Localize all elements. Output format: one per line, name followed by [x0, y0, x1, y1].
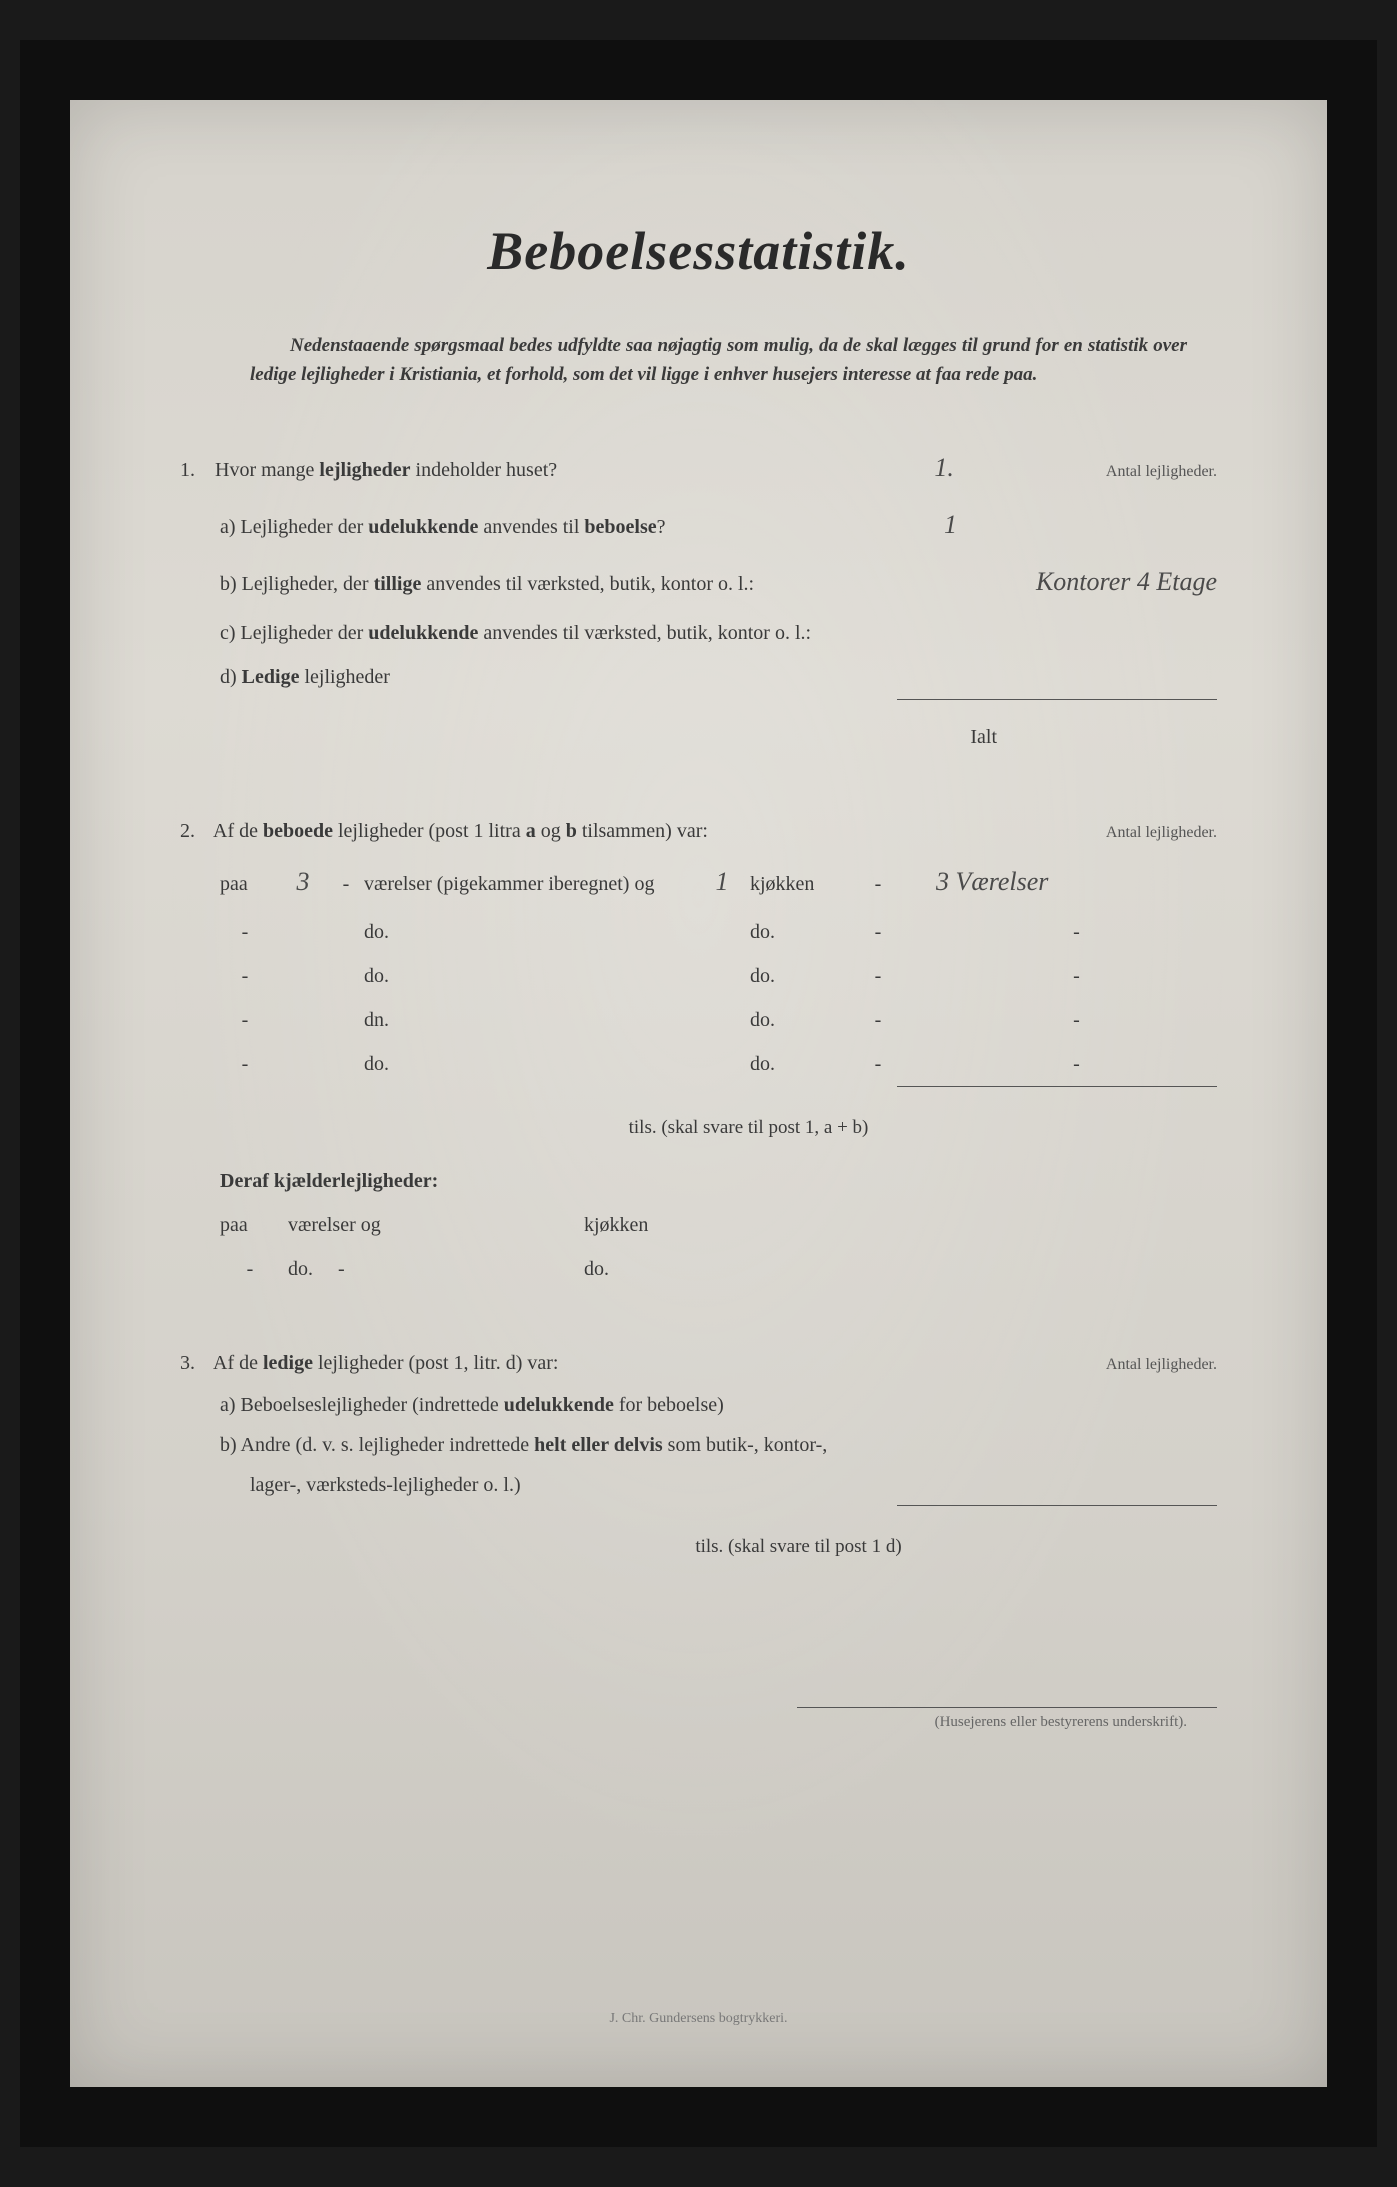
- q2-number: 2.: [180, 809, 195, 853]
- q2-tils: tils. (skal svare til post 1, a + b): [180, 1107, 1217, 1149]
- q2-do-row: -dn.do.--: [220, 998, 1217, 1042]
- q1-a-answer: 1: [944, 496, 957, 553]
- q1-number: 1.: [180, 448, 195, 492]
- q2-row-1: paa 3 - værelser (pigekammer iberegnet) …: [220, 853, 1217, 910]
- q2-do-row: -do.do.--: [220, 1042, 1217, 1086]
- q2-do-row: -do.do.--: [220, 910, 1217, 954]
- printer-credit: J. Chr. Gundersens bogtrykkeri.: [180, 2011, 1217, 2027]
- q3-b-line2: lager-, værksteds-lejligheder o. l.): [250, 1465, 1217, 1505]
- q1-text: Hvor mange lejligheder indeholder huset?: [215, 448, 557, 492]
- q2-text: Af de beboede lejligheder (post 1 litra …: [213, 809, 708, 853]
- question-1: 1. Hvor mange lejligheder indeholder hus…: [180, 439, 1217, 759]
- q3-b: b) Andre (d. v. s. lejligheder indretted…: [220, 1425, 1217, 1465]
- q2-row1-kitchen: 1: [702, 853, 742, 910]
- signature-label: (Husejerens eller bestyrerens underskrif…: [180, 1714, 1217, 1731]
- intro-paragraph: Nedenstaaende spørgsmaal bedes udfyldte …: [250, 332, 1187, 389]
- q2-rule: [897, 1086, 1217, 1087]
- q1-answer: 1.: [934, 439, 954, 496]
- q2-antal-label: Antal lejligheder.: [1106, 815, 1217, 850]
- q3-rule: [897, 1505, 1217, 1506]
- q2-row1-rooms: 3: [278, 853, 328, 910]
- q3-antal-label: Antal lejligheder.: [1106, 1347, 1217, 1382]
- signature-rule: [797, 1707, 1217, 1708]
- question-3: 3. Af de ledige lejligheder (post 1, lit…: [180, 1341, 1217, 1568]
- q2-row1-note: 3 Værelser: [906, 853, 1217, 910]
- q1-a: a) Lejligheder der udelukkende anvendes …: [220, 496, 1217, 553]
- q1-c: c) Lejligheder der udelukkende anvendes …: [220, 611, 1217, 655]
- q3-tils: tils. (skal svare til post 1 d): [180, 1526, 1217, 1568]
- q1-d: d) Ledige lejligheder: [220, 655, 1217, 699]
- q1-rule: [897, 699, 1217, 700]
- q1-b-answer: Kontorer 4 Etage: [1036, 553, 1217, 610]
- document-page: Beboelsesstatistik. Nedenstaaende spørgs…: [70, 100, 1327, 2087]
- q3-text: Af de ledige lejligheder (post 1, litr. …: [213, 1341, 558, 1385]
- q1-b: b) Lejligheder, der tillige anvendes til…: [220, 553, 1217, 610]
- q2-deraf: Deraf kjælderlejligheder:: [220, 1159, 1217, 1203]
- q3-number: 3.: [180, 1341, 195, 1385]
- question-2: 2. Af de beboede lejligheder (post 1 lit…: [180, 809, 1217, 1291]
- page-title: Beboelsesstatistik.: [180, 220, 1217, 282]
- q3-a: a) Beboelseslejligheder (indrettede udel…: [220, 1385, 1217, 1425]
- q2-kj-row1: paa værelser og kjøkken: [220, 1203, 1217, 1247]
- q2-do-row: -do.do.--: [220, 954, 1217, 998]
- scan-frame: Beboelsesstatistik. Nedenstaaende spørgs…: [20, 40, 1377, 2147]
- q1-ialt: Ialt: [180, 715, 1217, 759]
- q1-antal-label: Antal lejligheder.: [1106, 454, 1217, 489]
- q2-kj-row2: - do. - do.: [220, 1247, 1217, 1291]
